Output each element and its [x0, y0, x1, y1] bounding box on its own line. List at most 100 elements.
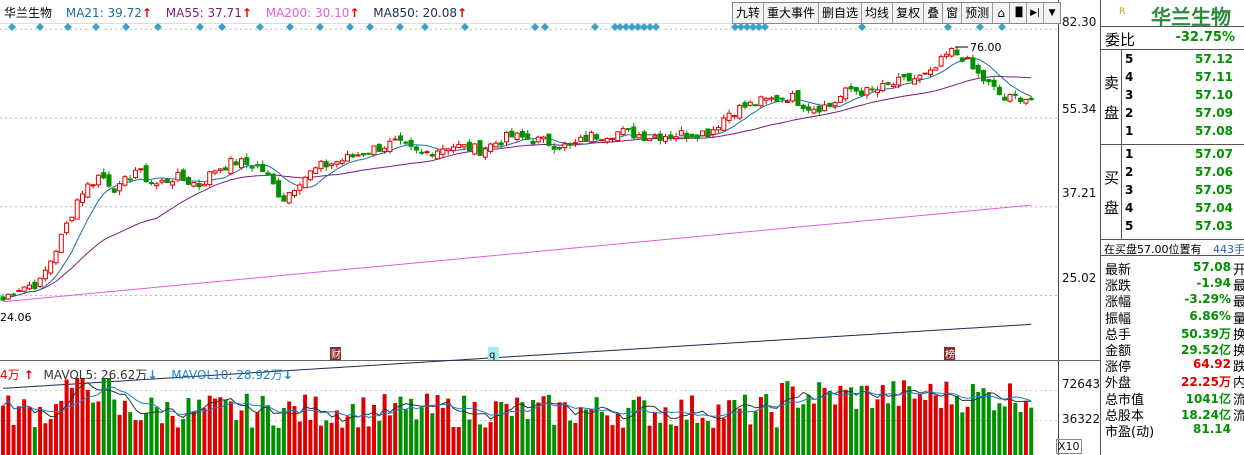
sell-row[interactable]: 5 57.12 [1125, 52, 1233, 66]
candle-body [466, 141, 472, 152]
volume-bar [319, 425, 323, 455]
volume-bar [1008, 383, 1012, 455]
legend-ma200: MA200: 30.10↑ [265, 6, 360, 20]
quote-row: 总手 50.39万换 [1105, 324, 1244, 343]
candle-body [440, 148, 446, 155]
tb-overlay-button[interactable]: 叠 [924, 3, 944, 23]
quote-row: 总股本 18.24亿流 [1105, 405, 1244, 424]
sell-book: 卖 盘 5 57.12 4 57.11 3 57.10 2 57.09 1 57.08 [1101, 50, 1244, 145]
candle-body [329, 163, 335, 167]
volume-bar [398, 396, 403, 455]
candle-body [445, 148, 451, 152]
sell-row[interactable]: 3 57.10 [1125, 88, 1233, 102]
candle-body [726, 112, 732, 121]
chart-toolbar: 九转 重大事件 删自选 均线 复权 叠 窗 预测 ⌂ ▐▌ ▶| ▼ [732, 2, 1062, 24]
buy-row[interactable]: 2 57.06 [1125, 165, 1233, 179]
event-diamond-icon [154, 23, 162, 31]
split-view-icon[interactable]: ▐▌ [1010, 3, 1028, 23]
candle-body [890, 84, 896, 87]
skip-end-icon[interactable]: ▶| [1027, 3, 1045, 23]
tb-ma-button[interactable]: 均线 [862, 3, 894, 23]
tb-adjust-button[interactable]: 复权 [893, 3, 925, 23]
sell-row[interactable]: 1 57.08 [1125, 124, 1233, 138]
volume-bar [594, 397, 599, 455]
volume-bar [91, 402, 96, 455]
candle-body [493, 142, 499, 148]
volume-bar [525, 419, 530, 455]
candle-body [769, 97, 774, 100]
candle-body [1028, 97, 1034, 101]
volume-bar [631, 399, 636, 455]
sell-row[interactable]: 2 57.09 [1125, 106, 1233, 120]
volume-bar [780, 383, 785, 455]
candle-body [541, 136, 547, 140]
legend-ma55: MA55: 37.71↑ [165, 6, 252, 20]
volume-bar [255, 412, 260, 455]
candle-body [652, 135, 658, 139]
candle-body [504, 131, 509, 143]
event-diamond-icon [366, 23, 374, 31]
tb-events-button[interactable]: 重大事件 [764, 3, 820, 23]
candle-body [1018, 97, 1024, 102]
candle-body [307, 170, 313, 181]
tb-remove-watchlist-button[interactable]: 删自选 [819, 3, 863, 23]
buy-row[interactable]: 5 57.03 [1125, 219, 1233, 233]
event-diamond-icon [286, 23, 294, 31]
volume-bar [589, 409, 594, 455]
sell-row[interactable]: 4 57.11 [1125, 70, 1233, 84]
home-icon[interactable]: ⌂ [993, 3, 1011, 23]
ma850-line [2, 323, 1032, 389]
event-diamond-icon [616, 23, 624, 31]
legend-ma850: MA850: 20.08↑ [373, 6, 468, 20]
candle-body [74, 199, 80, 220]
volume-bar [1002, 406, 1007, 455]
event-diamond-icon [743, 23, 751, 31]
candle-body [0, 296, 6, 301]
candle-body [933, 67, 939, 71]
volume-bar [377, 420, 382, 455]
volume-bar [85, 390, 90, 455]
candle-body [461, 144, 467, 148]
tb-jiuzhuan-button[interactable]: 九转 [733, 3, 765, 23]
volume-bar [1029, 407, 1034, 455]
volume-bar [705, 420, 710, 455]
volume-multiplier: X10 [1056, 439, 1082, 454]
volume-bar [737, 408, 742, 455]
candle-body [917, 74, 923, 80]
volume-bar [907, 386, 912, 455]
candle-body [175, 172, 181, 181]
tb-forecast-button[interactable]: 预测 [962, 3, 994, 23]
candle-body [254, 164, 260, 167]
candle-body [413, 146, 419, 151]
candle-body [859, 90, 865, 96]
buy-row[interactable]: 4 57.04 [1125, 201, 1233, 215]
kline-chart-svg[interactable]: 76.00 24.06 财 q 榜 [0, 0, 1100, 455]
buy-row[interactable]: 1 57.07 [1125, 147, 1233, 161]
volume-bar [1023, 400, 1028, 455]
kline-chart-area[interactable]: 76.00 24.06 财 q 榜 华兰生物 MA21: 39.72↑ MA55: 37… [0, 0, 1100, 455]
candle-body [546, 133, 552, 146]
vol-prefix: 4万 [0, 368, 20, 382]
candle-body [668, 134, 674, 139]
candle-body [700, 130, 706, 137]
candle-body [620, 128, 626, 136]
dropdown-arrow-icon[interactable]: ▼ [1048, 8, 1056, 18]
quote-row: 总市值 1041亿流 [1105, 389, 1244, 408]
volume-bar [859, 385, 864, 455]
volume-bar [186, 398, 191, 455]
volume-bar [202, 408, 207, 455]
candle-body [599, 139, 605, 142]
price-axis-label-0: 82.30 [1062, 15, 1097, 29]
volume-bar [970, 383, 975, 455]
buy-row[interactable]: 3 57.05 [1125, 183, 1233, 197]
quote-cut-label: 换 [1233, 340, 1244, 359]
quote-key: 外盘 [1105, 376, 1132, 392]
tb-window-button[interactable]: 窗 [943, 3, 963, 23]
volume-bar [785, 381, 790, 455]
mavol10-label: MAVOL10: 28.92万↓ [171, 368, 293, 382]
candle-body [122, 176, 128, 186]
candle-body [339, 160, 345, 164]
volume-bar [806, 394, 811, 455]
volume-bar [843, 389, 848, 455]
volume-bar [250, 427, 255, 455]
